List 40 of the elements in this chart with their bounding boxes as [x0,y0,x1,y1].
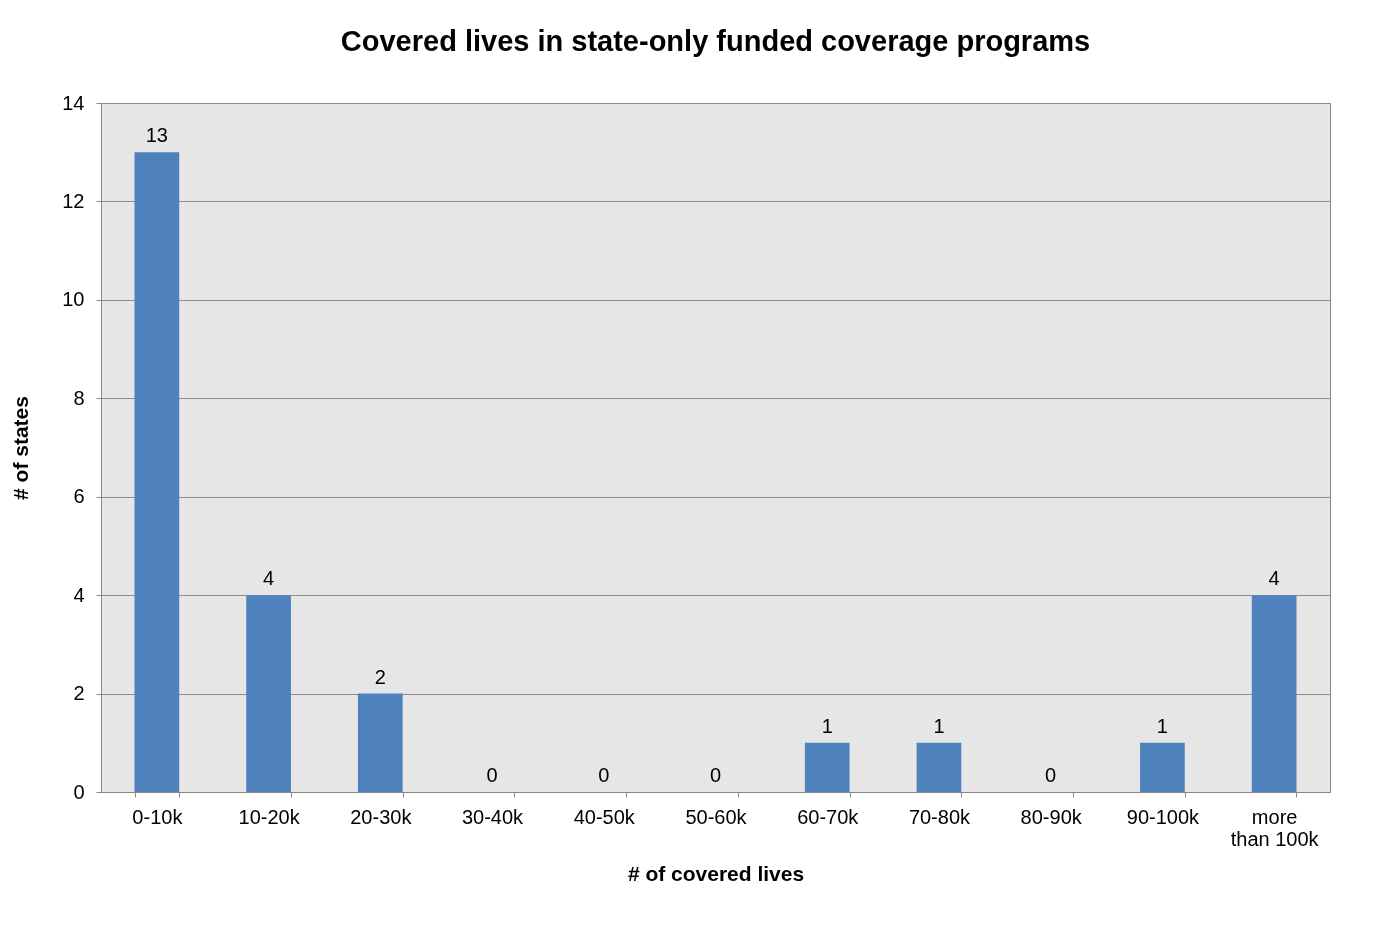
x-tick-label: 40-50k [573,805,636,828]
chart-title: Covered lives in state-only funded coverage programs [340,25,1091,57]
x-tick-label: 90-100k [1126,805,1201,828]
x-axis-title: # of covered lives [627,861,805,885]
data-label: 1 [1156,714,1168,737]
bar [1251,595,1297,792]
x-tick-label: 50-60k [685,805,748,828]
data-label: 4 [1268,567,1280,590]
x-tick-label: 30-40k [461,805,525,828]
bar [1140,742,1185,792]
x-tick-label: 80-90k [1020,805,1083,828]
bar [357,693,403,792]
data-label: 0 [1045,764,1057,786]
data-label: 1 [821,714,833,737]
y-axis-title: # of states [9,396,33,500]
data-label: 0 [486,764,498,786]
data-label: 0 [709,764,722,786]
x-tick-label: 60-70k [797,805,860,828]
x-tick-label: 20-30k [350,805,413,828]
x-tick-label: 10-20k [238,805,301,828]
data-label: 2 [374,665,386,688]
bar [916,742,962,792]
data-label: 13 [145,124,168,147]
y-tick-label: 12 [62,189,85,212]
data-label: 1 [933,714,945,737]
x-tick-label: 0-10k [132,805,184,828]
y-tick-label: 10 [62,288,85,311]
x-tick-label: 70-80k [908,805,972,828]
data-label: 4 [263,567,275,590]
y-tick-label: 0 [73,780,85,803]
bar [804,742,850,792]
y-tick-label: 14 [62,91,85,114]
y-tick-label: 8 [73,386,85,409]
y-tick-label: 4 [73,583,85,606]
bar [134,152,180,792]
y-tick-label: 2 [73,682,85,705]
x-tick-label: more than 100k [1230,805,1320,850]
data-label: 0 [598,764,610,786]
bar [246,595,291,792]
y-tick-label: 6 [73,485,85,508]
